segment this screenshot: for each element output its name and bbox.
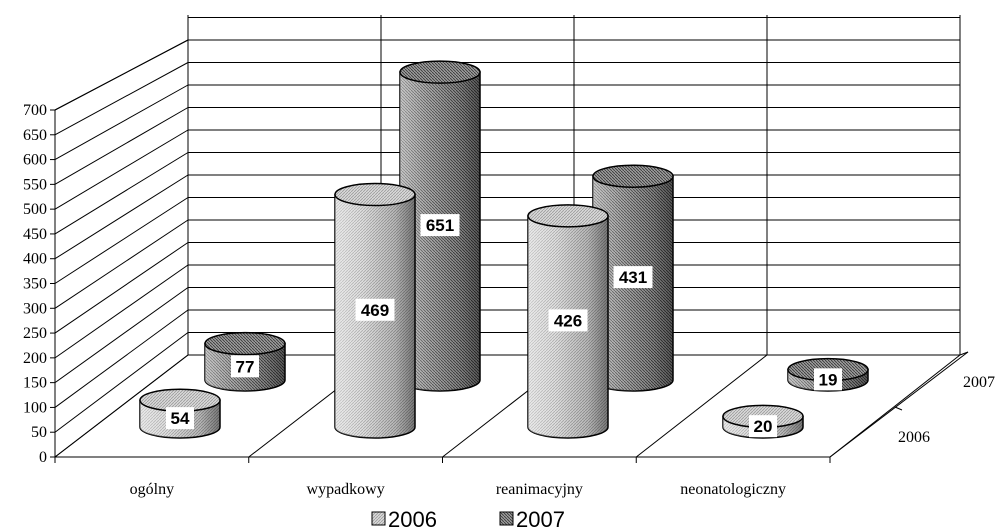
grid-line-left bbox=[54, 62, 189, 136]
y-tick-label: 350 bbox=[23, 276, 47, 293]
category-label: wypadkowy bbox=[307, 481, 385, 498]
bar-2007-2-label-bg bbox=[613, 266, 653, 289]
bar-2006-1-top bbox=[334, 182, 416, 207]
legend-label-2006: 2006 bbox=[388, 507, 437, 531]
y-tick-label: 250 bbox=[23, 325, 47, 342]
category-label: neonatologiczny bbox=[680, 481, 786, 498]
bar-2006-0-label: 54 bbox=[171, 409, 190, 428]
grid-line-left bbox=[54, 107, 189, 185]
bar-2007-0-label: 77 bbox=[236, 357, 255, 376]
bar-2006-0: 54 bbox=[139, 388, 221, 439]
bar-2006-1-label: 469 bbox=[361, 301, 389, 320]
legend-swatch-2006 bbox=[371, 511, 386, 526]
grid-line-left bbox=[54, 152, 189, 235]
axis-layer: 0 50 100 150 200 250 300 350 400 450 500 550 600 650 7… bbox=[23, 102, 995, 498]
grid-line-left bbox=[54, 332, 189, 433]
y-tick-label: 700 bbox=[23, 102, 47, 119]
grid-line-left bbox=[54, 84, 189, 161]
legend-label-2007: 2007 bbox=[516, 507, 565, 531]
y-tick-label: 500 bbox=[23, 201, 47, 218]
bar-2007-3: 19 bbox=[787, 357, 869, 392]
bar-2007-1-top bbox=[399, 60, 481, 84]
bar-2006-2-top bbox=[527, 204, 609, 228]
legend-swatch-2007 bbox=[499, 511, 514, 526]
y-tick-label: 550 bbox=[23, 176, 47, 193]
bar-2006-2-label-bg bbox=[548, 309, 588, 332]
y-tick-label: 450 bbox=[23, 226, 47, 243]
floor-divider bbox=[54, 354, 189, 458]
grid-line-left bbox=[54, 219, 189, 309]
bar-2007-3-label-bg bbox=[814, 368, 842, 391]
bar-2007-2-label: 431 bbox=[619, 268, 647, 287]
bar-2006-3: 20 bbox=[722, 404, 804, 439]
grid-line-left bbox=[54, 264, 189, 359]
y-tick-label: 100 bbox=[23, 399, 47, 416]
grid-line-left bbox=[54, 287, 189, 384]
bar-2007-0-top bbox=[204, 331, 286, 356]
depth-tick bbox=[894, 406, 903, 411]
y-tick-label: 650 bbox=[23, 127, 47, 144]
depth-tick bbox=[959, 351, 969, 356]
bar-2006-1: 469 bbox=[334, 182, 416, 439]
bar-2007-1: 651 bbox=[399, 60, 481, 392]
y-tick-label: 600 bbox=[23, 152, 47, 169]
floor-divider bbox=[635, 354, 768, 458]
depth-label-2007: 2007 bbox=[963, 374, 995, 391]
y-tick-label: 150 bbox=[23, 375, 47, 392]
bar-2007-2-top bbox=[592, 164, 674, 188]
bar-2006-3-label: 20 bbox=[754, 417, 773, 436]
bar-2007-0-label-bg bbox=[231, 355, 259, 378]
grid-line-left bbox=[54, 242, 189, 334]
grid-line-left bbox=[54, 309, 189, 408]
category-label: reanimacyjny bbox=[496, 481, 583, 498]
bar-2006-2-label: 426 bbox=[554, 311, 582, 330]
y-tick-label: 0 bbox=[39, 449, 47, 466]
grid-line-left bbox=[54, 129, 189, 210]
bar-2007-3-label: 19 bbox=[819, 370, 838, 389]
depth-label-2006: 2006 bbox=[898, 429, 930, 446]
bar-layer: 77 651 431 19 54 469 426 20 bbox=[139, 60, 869, 439]
left-wall-top bbox=[54, 39, 189, 111]
y-tick-label: 200 bbox=[23, 350, 47, 367]
depth-axis bbox=[829, 351, 969, 458]
bar-2007-2: 431 bbox=[592, 164, 674, 392]
bar-2006-2: 426 bbox=[527, 204, 609, 439]
legend: 2006 2007 bbox=[371, 507, 565, 531]
y-tick-label: 400 bbox=[23, 251, 47, 268]
bar-2006-1-label-bg bbox=[355, 298, 395, 321]
y-tick-label: 50 bbox=[31, 424, 47, 441]
grid-line-left bbox=[54, 197, 189, 284]
bar-2007-1-label: 651 bbox=[426, 216, 454, 235]
bar-2006-0-label-bg bbox=[166, 407, 194, 430]
bar-2007-1-label-bg bbox=[420, 214, 460, 237]
y-tick-label: 300 bbox=[23, 300, 47, 317]
category-label: ogólny bbox=[130, 481, 174, 498]
bar-2007-0: 77 bbox=[204, 331, 286, 392]
grid-line-left bbox=[54, 174, 189, 260]
bar-2006-3-label-bg bbox=[749, 415, 777, 438]
